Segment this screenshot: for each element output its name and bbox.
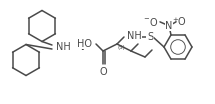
Text: O: O [178,17,186,27]
Text: (S): (S) [118,45,126,50]
Text: NH: NH [127,31,142,41]
Text: N: N [165,21,173,31]
Text: +: + [172,17,178,23]
Text: ·: · [79,41,85,59]
Text: HO: HO [77,39,92,49]
Text: $^{-}$O: $^{-}$O [143,16,158,28]
Text: O: O [99,67,107,77]
Text: NH: NH [56,42,71,52]
Text: S: S [147,32,153,42]
